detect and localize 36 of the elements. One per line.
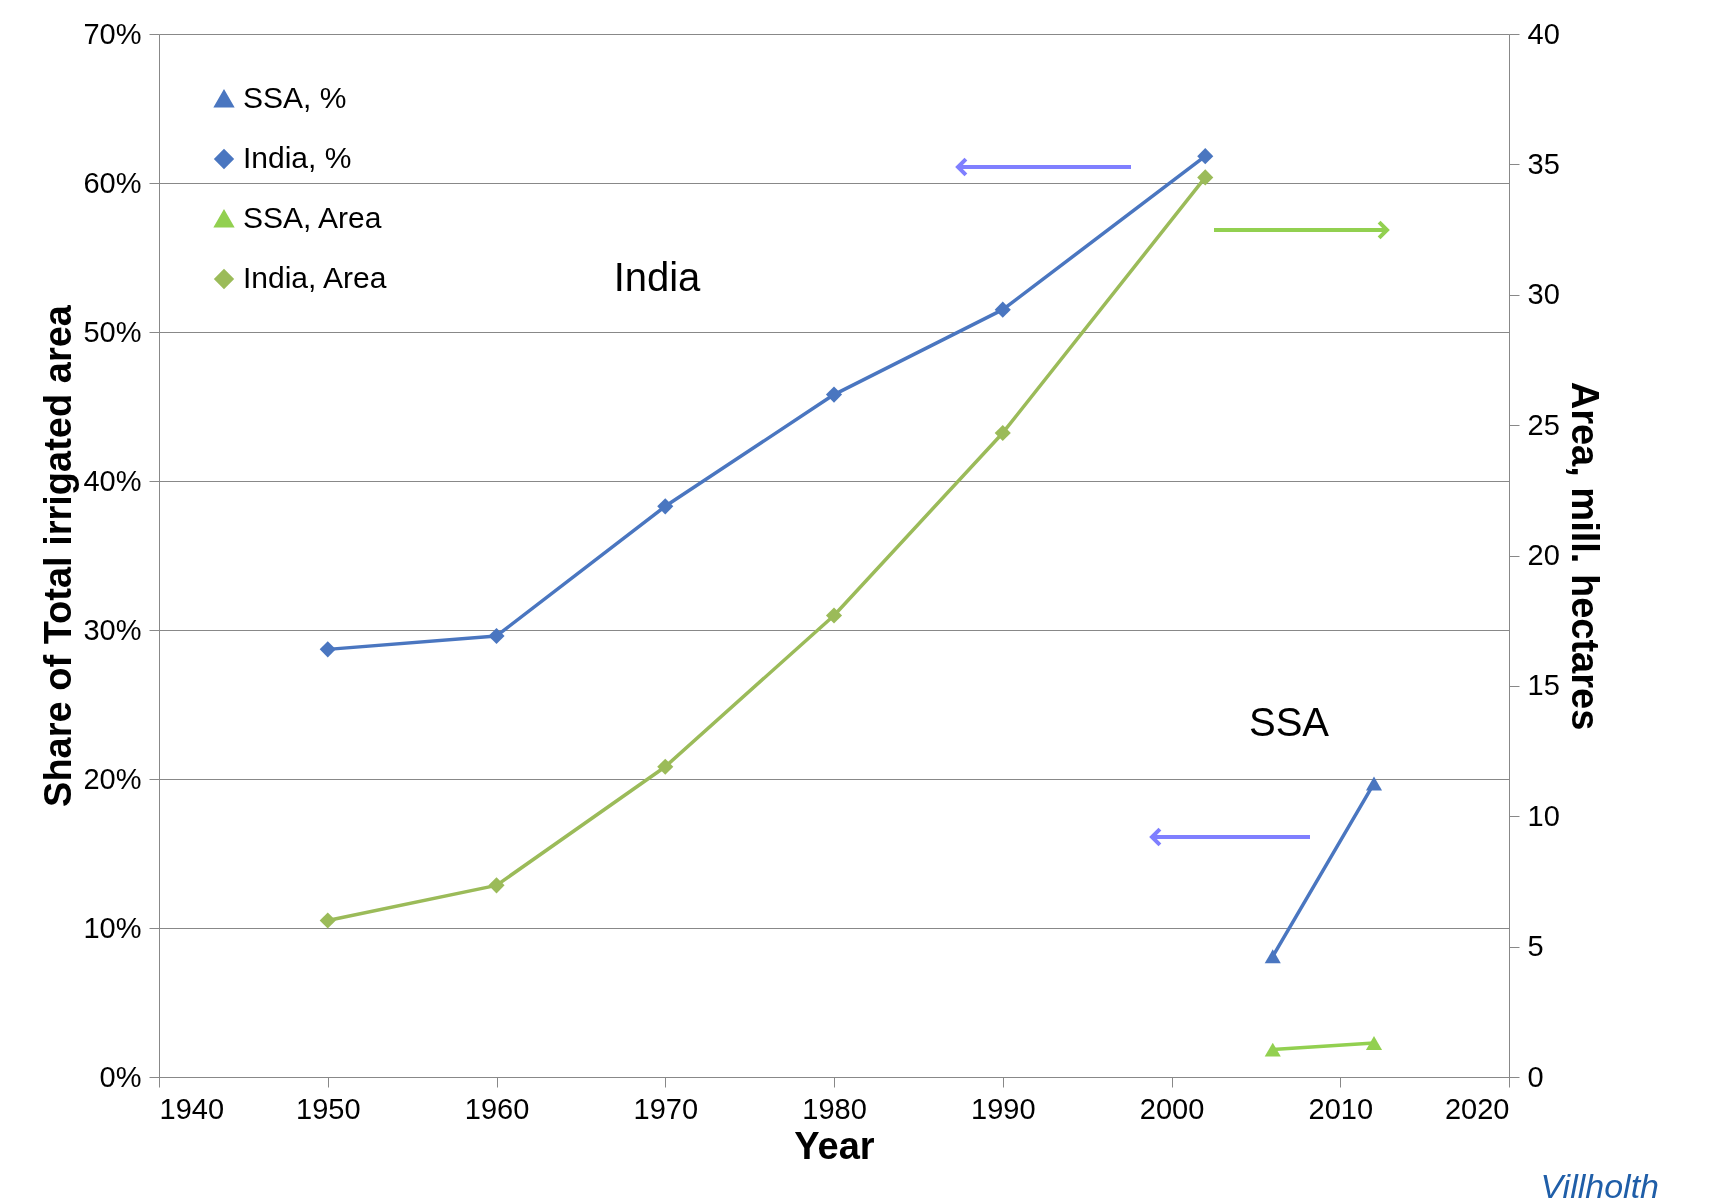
y2-tick-label: 5	[1527, 930, 1544, 963]
y2-tick-label: 40	[1527, 17, 1560, 50]
y2-tick-label: 25	[1527, 408, 1560, 441]
text: Villholth	[1540, 1167, 1659, 1202]
legend-label: India, Area	[243, 261, 387, 294]
legend-label: SSA, Area	[243, 201, 382, 234]
x-tick-label: 1980	[802, 1092, 867, 1125]
y2-tick-label: 30	[1527, 278, 1560, 311]
legend-label: SSA, %	[243, 81, 347, 114]
y-tick-label: 40%	[83, 464, 142, 497]
y-tick-label: 30%	[83, 613, 142, 646]
x-tick-label: 2010	[1308, 1092, 1374, 1125]
y-tick-label: 50%	[83, 315, 142, 348]
x-tick-label: 1940	[159, 1092, 225, 1125]
y2-axis-title: Area, mill. hectares	[1563, 381, 1606, 731]
x-tick-label: 2000	[1139, 1092, 1205, 1125]
y2-tick-label: 0	[1527, 1060, 1544, 1093]
legend-label: India, %	[243, 141, 352, 174]
y2-tick-label: 15	[1527, 669, 1560, 702]
annotation: India	[613, 255, 702, 299]
y2-tick-label: 10	[1527, 799, 1560, 832]
y-tick-label: 0%	[99, 1060, 142, 1093]
y-tick-label: 60%	[83, 166, 142, 199]
y-tick-label: 10%	[83, 911, 142, 944]
annotation: SSA	[1248, 700, 1330, 744]
x-axis-title: Year	[794, 1124, 875, 1167]
x-tick-label: 1960	[464, 1092, 530, 1125]
y-tick-label: 20%	[83, 762, 142, 795]
x-tick-label: 1990	[970, 1092, 1036, 1125]
y-tick-label: 70%	[83, 17, 142, 50]
x-tick-label: 1970	[633, 1092, 699, 1125]
y-axis-title: Share of Total irrigated area	[37, 304, 80, 807]
y2-tick-label: 35	[1527, 147, 1560, 180]
y2-tick-label: 20	[1527, 539, 1560, 571]
x-tick-label: 1950	[295, 1092, 361, 1125]
x-tick-label: 2020	[1444, 1092, 1510, 1125]
